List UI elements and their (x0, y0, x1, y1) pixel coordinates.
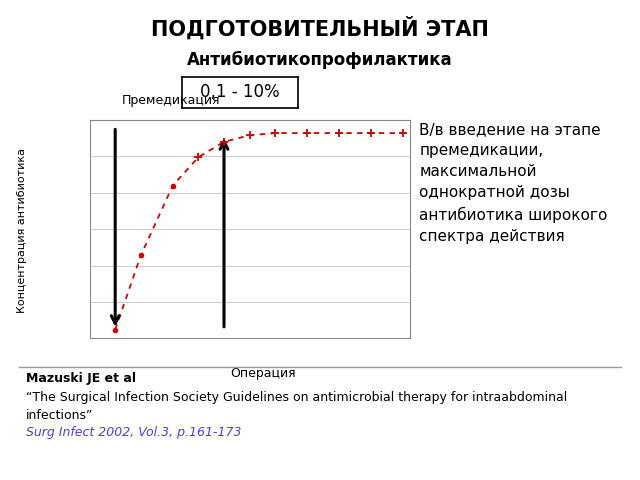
Text: ПОДГОТОВИТЕЛЬНЫЙ ЭТАП: ПОДГОТОВИТЕЛЬНЫЙ ЭТАП (151, 17, 489, 40)
Text: Концентрация антибиотика: Концентрация антибиотика (17, 148, 28, 313)
Text: infections”: infections” (26, 409, 93, 422)
Text: 0,1 - 10%: 0,1 - 10% (200, 84, 280, 101)
Text: Mazuski JE et al: Mazuski JE et al (26, 372, 136, 385)
Text: .: . (93, 372, 97, 385)
Text: Операция: Операция (230, 367, 296, 380)
Text: Антибиотикопрофилактика: Антибиотикопрофилактика (187, 50, 453, 69)
Text: Премедикация: Премедикация (122, 94, 220, 107)
Text: Surg Infect 2002, Vol.3, p.161-173: Surg Infect 2002, Vol.3, p.161-173 (26, 426, 241, 439)
Text: “The Surgical Infection Society Guidelines on antimicrobial therapy for intraabd: “The Surgical Infection Society Guidelin… (26, 391, 567, 404)
Text: В/в введение на этапе
премедикации,
максимальной
однократной дозы
антибиотика ши: В/в введение на этапе премедикации, макс… (419, 122, 607, 244)
